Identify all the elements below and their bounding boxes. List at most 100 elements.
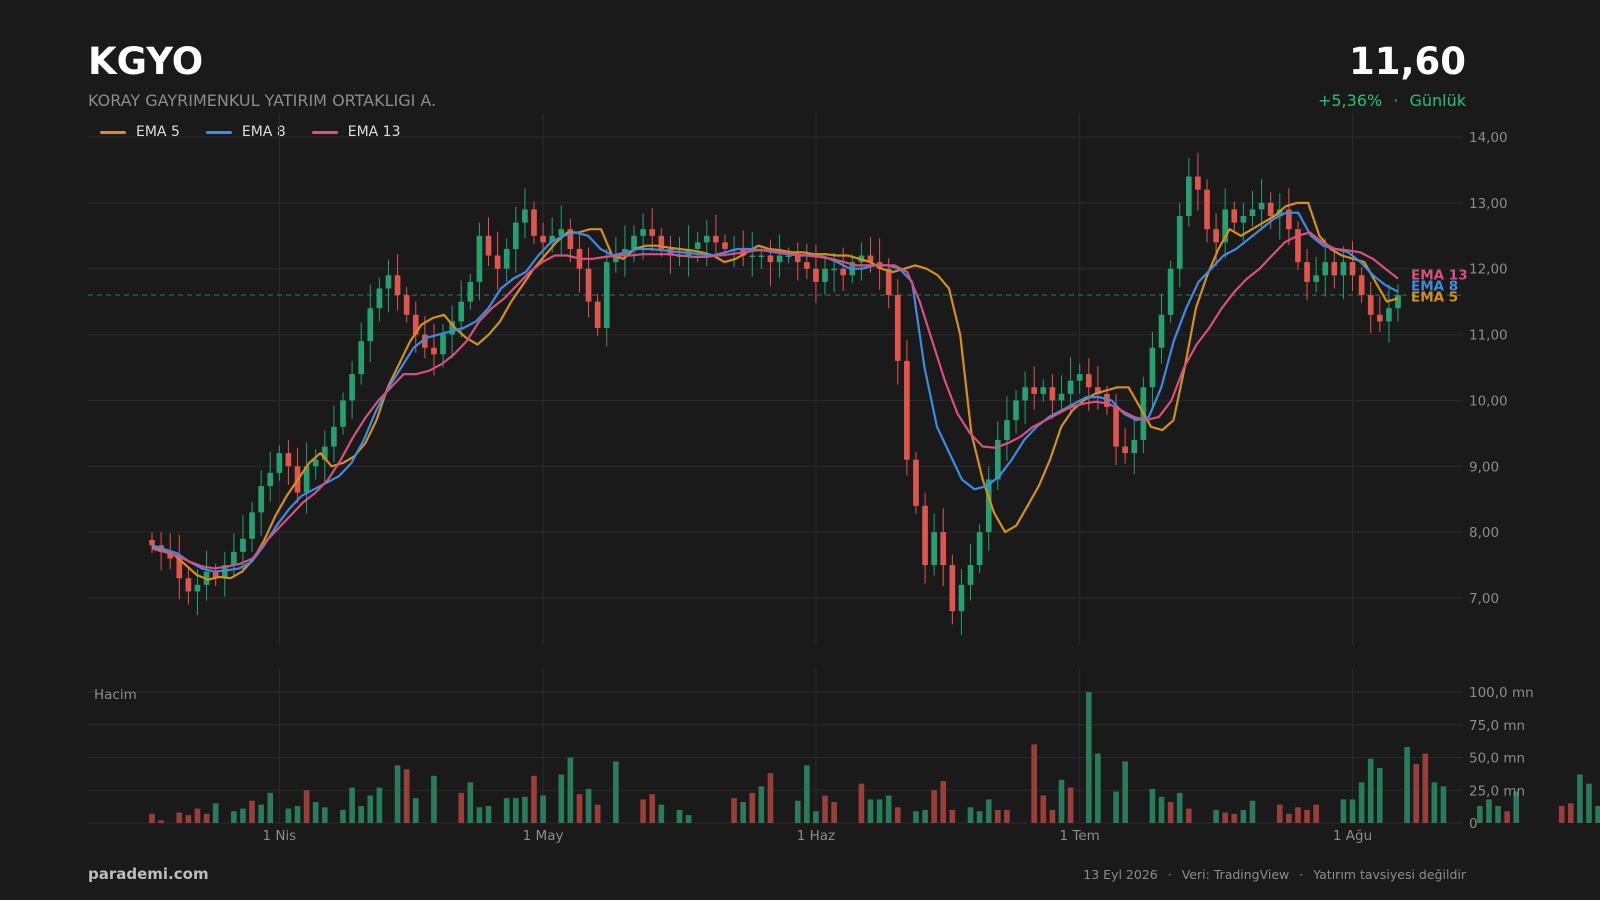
volume-bar [349,787,355,823]
candle-body [822,268,828,282]
candle-body [1322,262,1329,276]
candle-body [885,268,892,296]
candle-body [267,472,274,487]
volume-bar [767,773,774,823]
candle-body [1031,387,1038,394]
ema13-end-label: EMA 13 [1411,268,1468,284]
volume-bar [831,802,837,823]
volume-bar [922,809,928,823]
candle-body [1058,393,1065,401]
footer-source: Veri: TradingView [1181,867,1290,882]
candle-body [585,268,592,302]
candle-body [312,459,319,467]
volume-bar [1558,805,1565,823]
volume-bar [203,813,210,823]
volume-bar [822,795,828,823]
candle-body [194,584,201,592]
volume-bar [1067,787,1074,823]
candle-body [285,453,292,467]
footer-date: 13 Eyl 2026 [1083,867,1158,882]
volume-bar [658,804,665,823]
volume-bar [185,815,192,823]
brand-logo[interactable]: parademi.com [88,865,209,883]
legend-label: EMA 5 [136,124,180,140]
candle-body [904,360,910,460]
candle-body [567,229,574,249]
volume-bar [194,808,201,823]
candle-body [613,255,619,263]
volume-bar [585,788,592,823]
candle-body [749,255,756,258]
volume-bar [740,802,746,823]
candle-body [376,288,383,309]
candle-body [949,565,956,612]
volume-bar [867,799,874,823]
footer-disclaimer: Yatırım tavsiyesi değildir [1313,867,1466,882]
volume-bar [676,809,683,823]
volume-bar [294,805,301,823]
candle-body [549,235,555,243]
volume-bar [1004,809,1010,823]
candle-body [1386,308,1392,322]
candle-body [512,222,519,249]
chart-period: Günlük [1409,91,1466,110]
volume-bar [394,765,401,823]
chart-legend: EMA 5 EMA 8 EMA 13 [100,124,401,140]
company-name: KORAY GAYRIMENKUL YATIRIM ORTAKLIGI A. [88,91,437,110]
candle-body [631,235,637,249]
volume-bar [1340,799,1347,823]
candle-body [494,255,501,269]
volume-bar [1477,805,1483,823]
candle-body [1185,176,1192,217]
y-tick-label: 10,00 [1469,393,1508,409]
candle-body [1040,387,1047,394]
candle-body [1267,202,1274,217]
candle-body [276,453,283,473]
volume-bar [1031,744,1038,823]
candle-body [776,255,783,263]
candle-body [995,439,1001,480]
candle-body [1304,262,1310,282]
legend-ema5: EMA 5 [100,124,180,140]
candle-body [958,584,965,612]
volume-bar [613,761,619,823]
candle-body [667,248,674,256]
candle-body [358,341,365,375]
volume-bar [458,792,465,823]
volume-tick-label: 50,0 mn [1469,751,1525,767]
volume-tick-label: 25,0 mn [1469,783,1525,799]
candle-body [804,262,810,269]
candle-body [1313,275,1319,282]
candle-body [394,275,401,296]
candle-body [1122,446,1128,454]
volume-bar [1358,782,1365,823]
volume-bar [1567,803,1574,823]
volume-bar [149,813,155,823]
volume-bar [1295,807,1301,823]
candle-body [640,229,646,236]
volume-bar [967,807,974,823]
legend-swatch [100,130,126,134]
volume-tick-label: 100,0 mn [1469,685,1534,701]
ema5-end-label: EMA 5 [1411,290,1458,306]
volume-bar [1095,753,1101,823]
volume-bar [240,808,246,823]
footer-info: 13 Eyl 2026 · Veri: TradingView · Yatırı… [1083,867,1466,882]
y-tick-label: 7,00 [1469,591,1499,607]
volume-bar [503,798,510,823]
volume-bar [885,795,892,823]
volume-bar [358,805,365,823]
volume-bar [1158,796,1165,823]
candle-body [658,235,665,249]
candle-body [458,301,465,322]
candle-body [794,255,801,263]
y-tick-label: 12,00 [1469,262,1508,278]
volume-bar [1040,795,1047,823]
volume-bar [1304,809,1310,823]
candle-body [258,486,264,513]
candle-body [249,512,255,539]
candle-body [1067,380,1074,394]
candle-body [1176,216,1183,269]
volume-bar [1440,786,1447,823]
